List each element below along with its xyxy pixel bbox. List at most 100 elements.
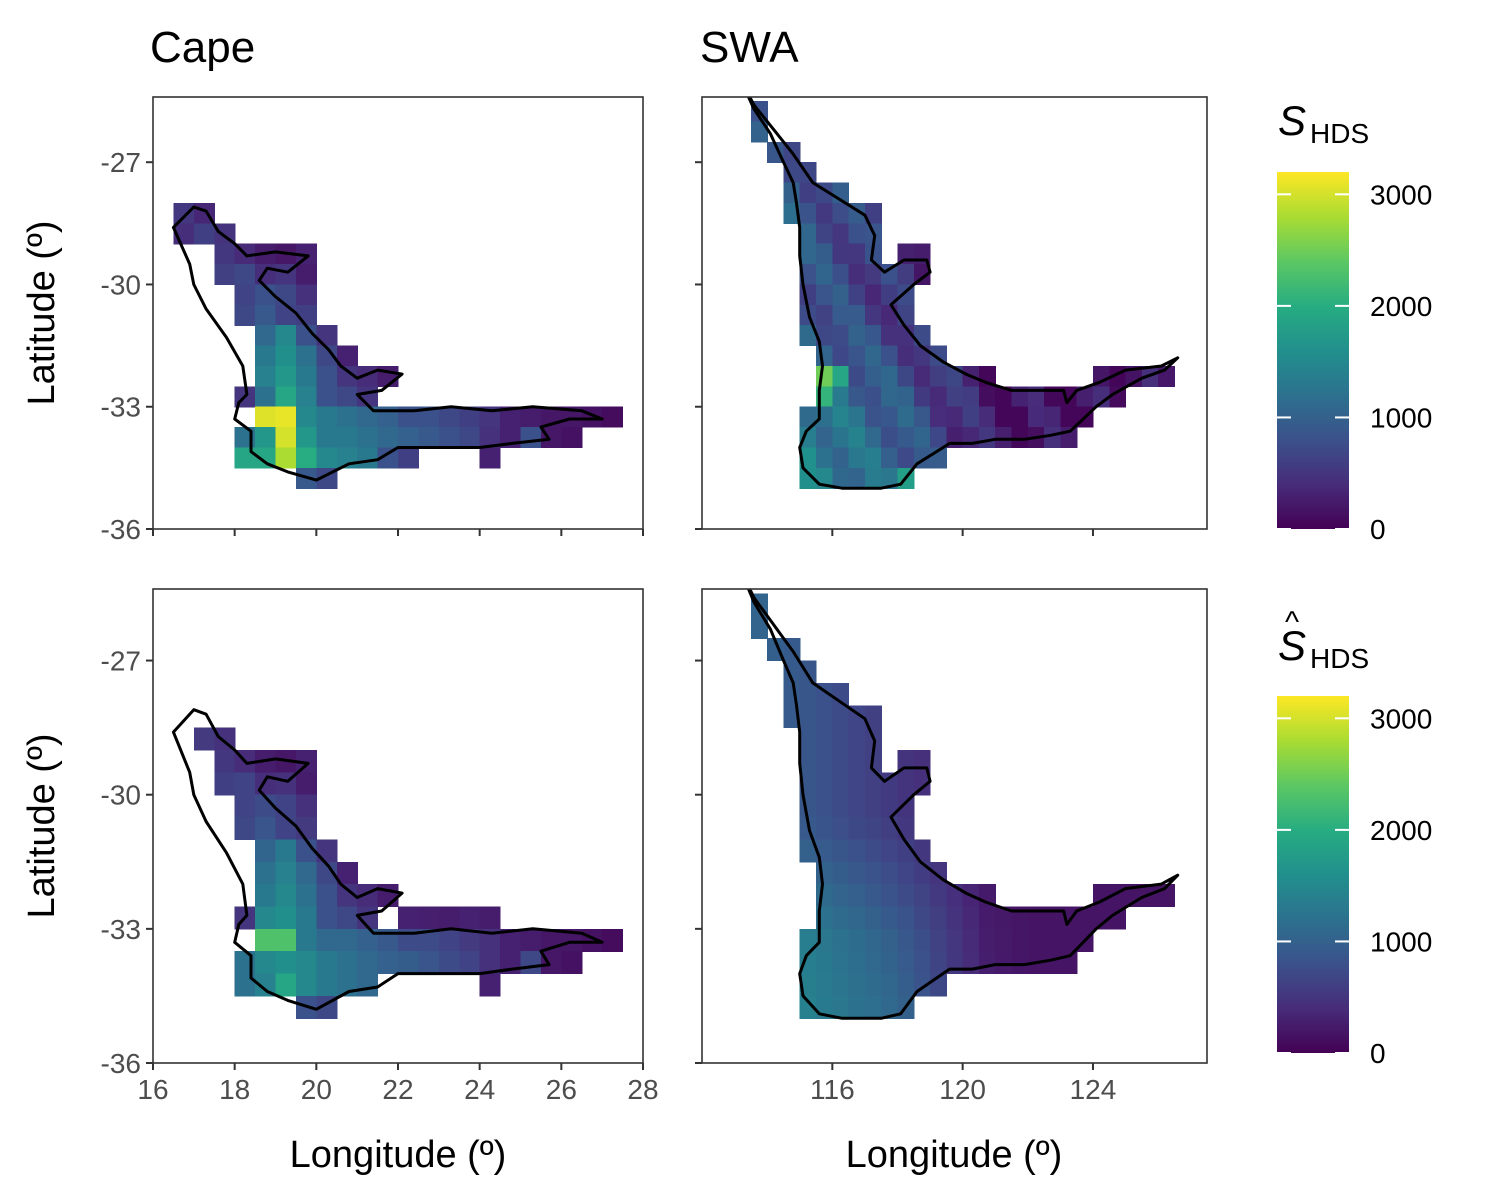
heat-cell xyxy=(316,386,338,408)
region-outline xyxy=(171,708,604,1011)
heat-cell xyxy=(913,861,931,885)
heat-cell xyxy=(913,406,931,428)
heat-cell xyxy=(978,427,996,449)
y-tick-label: -36 xyxy=(101,1048,141,1079)
heat-cell xyxy=(214,749,236,773)
heat-cell xyxy=(799,682,817,706)
heat-cell xyxy=(832,427,850,449)
heat-cell xyxy=(275,365,297,387)
heat-cell xyxy=(881,794,899,818)
heat-cell xyxy=(295,884,317,908)
legend-title-symbol: S xyxy=(1278,622,1306,669)
heat-cell xyxy=(398,427,420,449)
heat-cell xyxy=(1027,928,1045,952)
colorbar-predicted xyxy=(1277,696,1349,1053)
heat-cell xyxy=(848,386,866,408)
x-axis-title-swa: Longitude (º) xyxy=(846,1134,1063,1176)
heat-cell xyxy=(255,304,277,326)
heat-cell xyxy=(316,345,338,367)
heat-cell xyxy=(255,447,277,469)
heat-cell xyxy=(799,243,817,265)
heat-cell xyxy=(234,264,256,286)
heat-cell xyxy=(978,951,996,975)
heat-cell xyxy=(962,928,980,952)
heat-cell xyxy=(848,973,866,997)
heat-cell xyxy=(816,951,833,975)
heat-cell xyxy=(848,861,866,885)
heat-cell xyxy=(930,365,947,387)
heat-cell xyxy=(832,447,850,469)
heat-cell xyxy=(897,406,915,428)
heat-cell xyxy=(816,794,833,818)
heat-cell xyxy=(255,951,277,975)
heat-cell xyxy=(995,406,1013,428)
heat-cell xyxy=(799,223,817,245)
heat-cell xyxy=(864,304,882,326)
heat-cell xyxy=(255,365,277,387)
heat-cell xyxy=(848,727,866,751)
heat-cell xyxy=(816,264,833,286)
heat-cell xyxy=(295,772,317,796)
heat-cell xyxy=(438,928,460,952)
heat-cell xyxy=(995,906,1013,930)
region-outline xyxy=(171,205,604,482)
heat-cell xyxy=(799,202,817,224)
heat-cell xyxy=(848,817,866,841)
heat-cell xyxy=(255,928,277,952)
region-outline xyxy=(746,97,1180,490)
heat-cell xyxy=(848,304,866,326)
heat-cell xyxy=(881,839,899,863)
heat-cell xyxy=(398,906,420,930)
legend-observed: S HDS 0 1000 2000 3000 xyxy=(1277,97,1432,545)
heat-cell xyxy=(816,202,833,224)
heat-cell xyxy=(459,406,481,428)
heat-cell xyxy=(832,906,850,930)
heat-cell xyxy=(799,951,817,975)
x-tick-label: 16 xyxy=(137,1074,168,1105)
panel-title-cape: Cape xyxy=(150,23,255,72)
heat-cell xyxy=(832,839,850,863)
colorbar-observed xyxy=(1277,172,1349,529)
heat-cell xyxy=(275,386,297,408)
heat-cell xyxy=(275,325,297,347)
heat-cell xyxy=(864,772,882,796)
heat-cell xyxy=(255,861,277,885)
heat-cell xyxy=(520,928,542,952)
heat-cell xyxy=(848,447,866,469)
heat-cell xyxy=(398,951,420,975)
heat-cell xyxy=(214,264,236,286)
heat-cell xyxy=(750,121,768,143)
heat-cell xyxy=(799,325,817,347)
heat-cell xyxy=(832,345,850,367)
y-tick-label: -27 xyxy=(101,147,141,178)
heat-cell xyxy=(479,973,501,997)
heat-cell xyxy=(316,928,338,952)
heat-cell xyxy=(295,386,317,408)
y-tick-label: -33 xyxy=(101,392,141,423)
heat-cell xyxy=(1060,928,1078,952)
heat-cell xyxy=(438,406,460,428)
heat-cell xyxy=(832,928,850,952)
heat-cell xyxy=(295,345,317,367)
heat-cell xyxy=(418,406,440,428)
heat-cell xyxy=(864,202,882,224)
heat-cell xyxy=(336,861,358,885)
heat-cell xyxy=(897,345,915,367)
heat-cell xyxy=(848,223,866,245)
heat-cell xyxy=(295,794,317,818)
heat-cell xyxy=(832,467,850,489)
heat-cell xyxy=(418,906,440,930)
heat-cell xyxy=(946,386,964,408)
heat-cell xyxy=(336,406,358,428)
heat-cell xyxy=(864,928,882,952)
heat-cell xyxy=(832,727,850,751)
heat-cell xyxy=(234,817,256,841)
heat-cell xyxy=(295,749,317,773)
heat-cell xyxy=(316,839,338,863)
heat-cell xyxy=(295,284,317,306)
heat-cell xyxy=(881,467,899,489)
x-tick-label: 28 xyxy=(627,1074,658,1105)
heat-cell xyxy=(962,951,980,975)
heat-cell xyxy=(799,427,817,449)
